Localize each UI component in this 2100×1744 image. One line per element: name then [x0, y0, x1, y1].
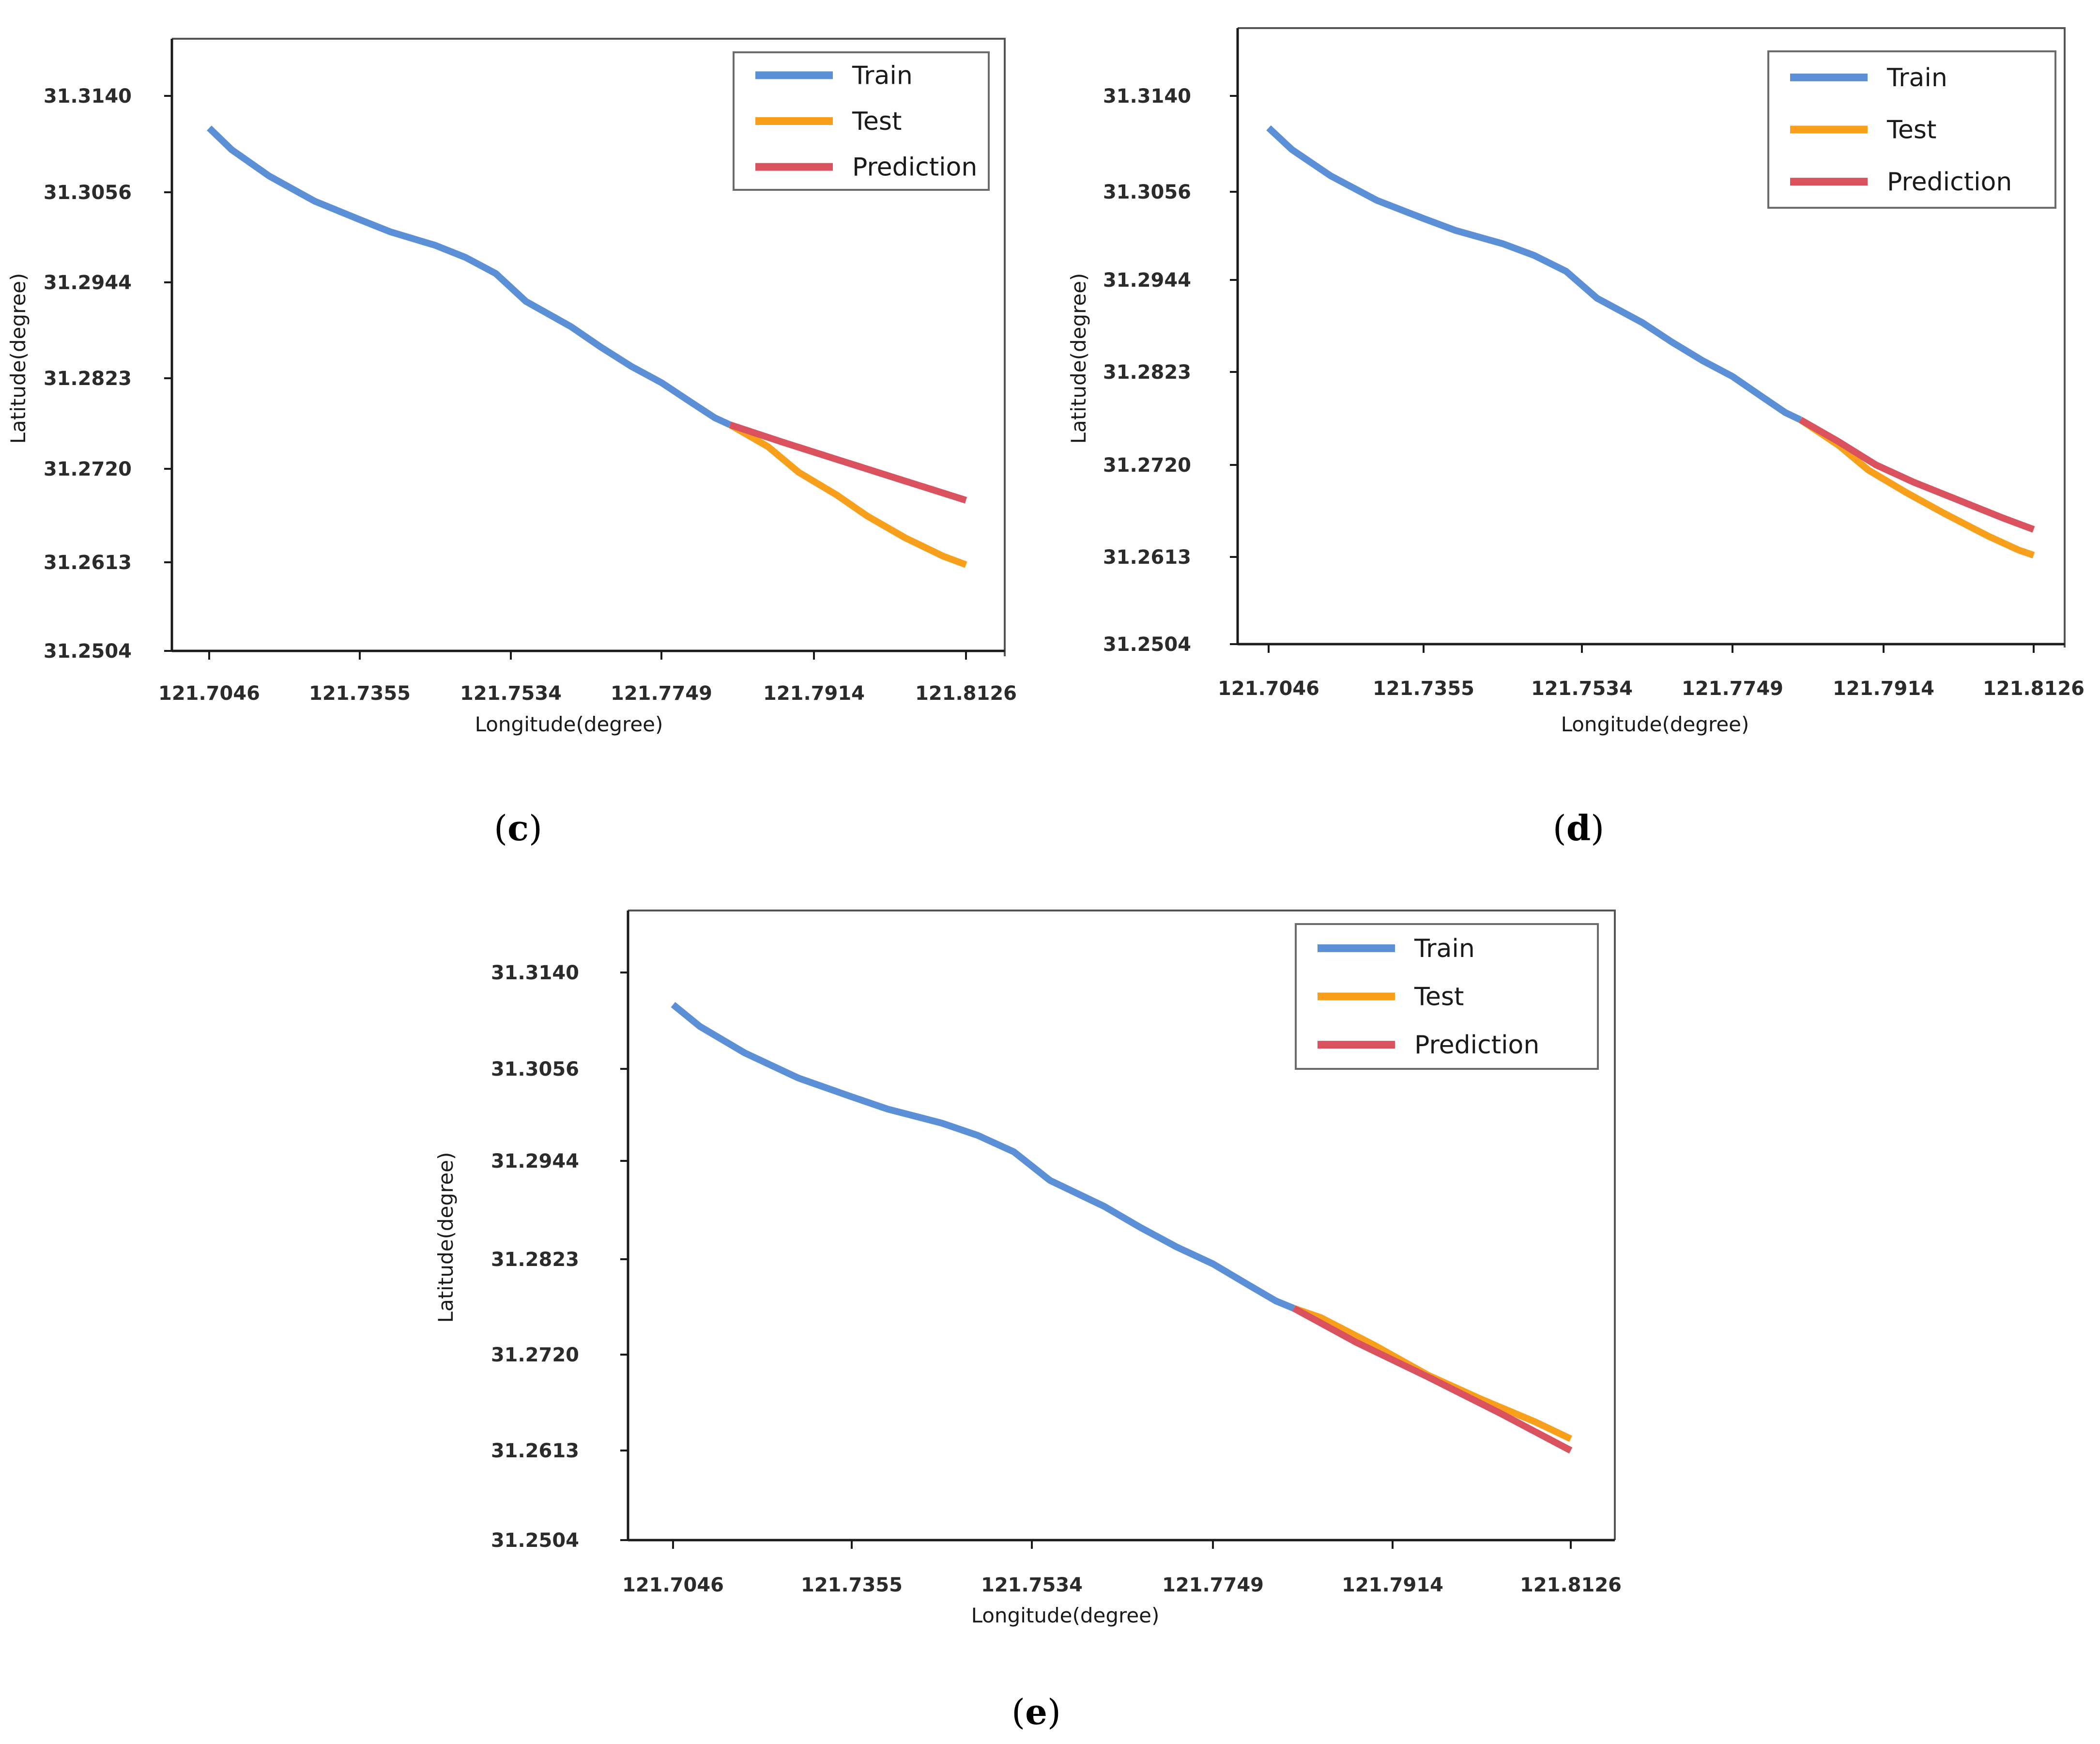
x-tick-label: 121.7914: [763, 682, 865, 705]
series-line-test: [728, 422, 967, 568]
panel-caption: (c): [494, 807, 542, 849]
caption-paren-close: ): [1047, 1692, 1061, 1732]
plot-frame: [172, 38, 1006, 656]
y-tick-label: 31.2720: [44, 458, 132, 480]
x-tick-label: 121.7355: [309, 682, 411, 705]
x-tick-label: 121.8126: [1983, 678, 2085, 700]
y-tick-label: 31.2944: [44, 272, 132, 294]
series-line-train: [671, 1002, 1295, 1312]
legend-label-train: Train: [1414, 934, 1475, 963]
y-tick-label: 31.3140: [491, 962, 579, 984]
y-tick-label: 31.2720: [1103, 454, 1191, 477]
x-tick-label: 121.7046: [1218, 678, 1319, 700]
x-tick-label: 121.8126: [1520, 1574, 1622, 1596]
chart-panel-c: 31.3140 31.3056 31.2944 31.2823 31.2720 31.26…: [6, 38, 1017, 736]
x-tick-label: 121.7749: [1682, 678, 1783, 700]
series-line-prediction: [1798, 417, 2035, 533]
legend-label-test: Test: [852, 107, 902, 136]
y-tick-label: 31.2504: [44, 640, 132, 663]
y-tick-label: 31.3140: [1103, 85, 1191, 108]
x-tick-label: 121.7534: [460, 682, 562, 705]
legend-label-train: Train: [1886, 63, 1947, 93]
y-tick-label: 31.2944: [1103, 269, 1191, 292]
caption-paren-open: (: [1553, 808, 1566, 849]
series-line-train: [207, 125, 732, 428]
legend-label-prediction: Prediction: [852, 153, 977, 182]
chart-panel-d: 31.3140 31.3056 31.2944 31.2823 31.2720 31.26…: [1067, 27, 2085, 736]
y-tick-label: 31.3056: [491, 1058, 579, 1080]
x-tick-label: 121.7355: [801, 1574, 903, 1596]
y-tick-label: 31.3140: [44, 85, 132, 108]
plot-frame: [1238, 27, 2066, 648]
x-axis-title: Longitude(degree): [971, 1604, 1160, 1627]
y-tick-label: 31.2613: [491, 1440, 579, 1462]
x-axis-title: Longitude(degree): [1561, 712, 1749, 736]
caption-paren-close: ): [1591, 808, 1604, 849]
y-tick-label: 31.2944: [491, 1150, 579, 1173]
x-tick-label: 121.7355: [1373, 678, 1474, 700]
caption-paren-close: ): [529, 808, 542, 849]
y-tick-label: 31.3056: [1103, 181, 1191, 203]
x-tick-label: 121.7914: [1833, 678, 1934, 700]
x-tick-label: 121.8126: [915, 682, 1017, 705]
series-line-prediction: [729, 421, 967, 504]
y-tick-label: 31.3056: [44, 182, 132, 204]
x-tick-label: 121.7914: [1342, 1574, 1443, 1596]
x-tick-label: 121.7749: [611, 682, 712, 705]
panel-caption: (d): [1553, 807, 1605, 849]
caption-paren-open: (: [494, 808, 507, 849]
x-tick-label: 121.7046: [622, 1574, 724, 1596]
y-tick-label: 31.2720: [491, 1344, 579, 1366]
x-tick-label: 121.7749: [1162, 1574, 1264, 1596]
series-line-train: [1266, 125, 1802, 423]
y-tick-label: 31.2613: [44, 552, 132, 574]
series-line-test: [1798, 417, 2035, 559]
y-axis-title: Latitude(degree): [6, 273, 30, 444]
y-tick-label: 31.2823: [44, 368, 132, 390]
legend-label-test: Test: [1886, 116, 1936, 145]
caption-letter: d: [1566, 807, 1591, 849]
panel-caption: (e): [1012, 1691, 1061, 1732]
x-tick-label: 121.7534: [1531, 678, 1633, 700]
caption-paren-open: (: [1012, 1692, 1025, 1732]
x-tick-label: 121.7046: [158, 682, 260, 705]
x-axis-title: Longitude(degree): [475, 712, 663, 736]
legend-label-train: Train: [852, 61, 913, 90]
chart-panel-e: 31.3140 31.3056 31.2944 31.2823 31.2720 31.26…: [434, 910, 1622, 1627]
series-line-prediction: [1292, 1305, 1573, 1454]
y-axis-title: Latitude(degree): [1067, 273, 1090, 444]
legend-label-prediction: Prediction: [1414, 1031, 1539, 1060]
y-tick-label: 31.2823: [491, 1249, 579, 1271]
caption-letter: e: [1025, 1691, 1047, 1732]
y-tick-label: 31.2504: [491, 1529, 579, 1552]
plot-frame: [628, 910, 1616, 1540]
caption-letter: c: [507, 807, 529, 849]
y-tick-label: 31.2613: [1103, 546, 1191, 569]
x-tick-label: 121.7534: [981, 1574, 1083, 1596]
y-axis-title: Latitude(degree): [434, 1152, 458, 1323]
legend-label-prediction: Prediction: [1887, 168, 2012, 197]
y-tick-label: 31.2504: [1103, 633, 1191, 656]
legend-label-test: Test: [1414, 983, 1464, 1012]
y-tick-label: 31.2823: [1103, 361, 1191, 384]
